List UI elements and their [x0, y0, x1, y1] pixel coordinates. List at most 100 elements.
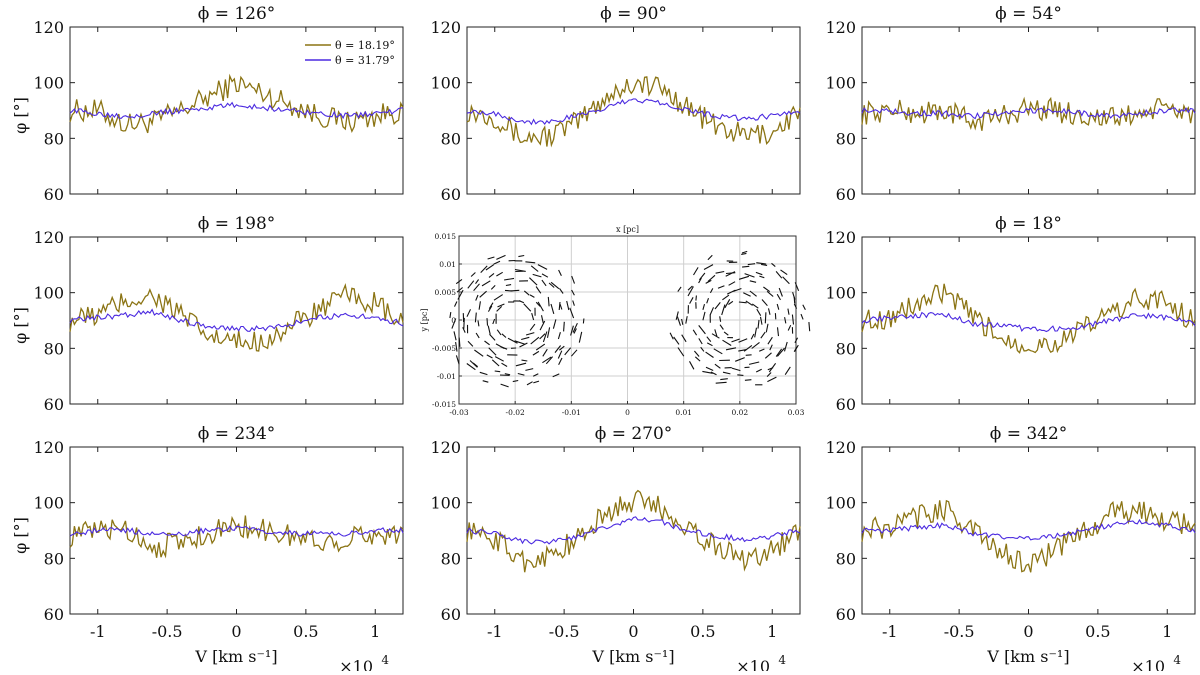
y-tick-label: 120 [430, 438, 461, 457]
series-line-theta-18-19 [862, 284, 1195, 353]
quiver-arrow [781, 270, 788, 275]
quiver-arrow [497, 306, 502, 311]
quiver-arrow [491, 285, 495, 289]
quiver-arrow [785, 367, 790, 375]
y-tick-label: 120 [430, 18, 461, 37]
series-line-theta-31-79 [467, 517, 800, 544]
series-line-theta-18-19 [70, 516, 403, 558]
quiver-arrow [690, 297, 694, 303]
quiver-arrow [559, 270, 562, 276]
quiver-arrow [761, 264, 767, 265]
quiver-arrow [571, 350, 577, 356]
x-axis-label: V [km s⁻¹] [986, 647, 1069, 666]
quiver-arrow [720, 379, 728, 380]
quiver-arrow [769, 308, 771, 314]
panel-title: ϕ = 198° [198, 214, 276, 234]
quiver-arrow [489, 273, 494, 277]
quiver-arrow [766, 324, 768, 333]
quiver-arrow [703, 312, 705, 320]
quiver-arrow [707, 343, 712, 346]
series-line-theta-31-79 [70, 310, 403, 332]
quiver-arrow [583, 319, 584, 324]
quiver-arrow [564, 322, 565, 332]
quiver-arrow [670, 333, 673, 340]
quiver-arrow [686, 316, 687, 323]
quiver-arrow [716, 382, 727, 383]
quiver-arrow [714, 349, 723, 354]
series-line-theta-18-19 [862, 99, 1195, 131]
y-tick-label: 100 [430, 74, 461, 93]
quiver-arrow [745, 380, 752, 381]
quiver-arrow [560, 288, 564, 293]
quiver-arrow [579, 332, 581, 343]
quiver-arrow [533, 274, 542, 277]
quiver-arrow [699, 325, 706, 334]
inset-y-tick-label: 0.005 [435, 288, 457, 297]
quiver-arrow [488, 326, 490, 335]
x-tick-label: 1 [767, 622, 777, 641]
y-tick-label: 80 [441, 549, 461, 568]
quiver-arrow [715, 302, 720, 309]
y-tick-label: 120 [825, 228, 856, 247]
quiver-arrow [694, 351, 699, 357]
series-line-theta-31-79 [862, 520, 1195, 540]
quiver-arrow [474, 284, 480, 291]
x-tick-label: -0.5 [944, 622, 975, 641]
y-tick-label: 80 [441, 129, 461, 148]
quiver-arrow [548, 297, 549, 306]
y-tick-label: 60 [441, 605, 461, 624]
quiver-arrow [762, 300, 767, 306]
quiver-arrow [763, 287, 769, 292]
y-tick-label: 120 [825, 438, 856, 457]
quiver-arrow [522, 360, 528, 361]
series-line-theta-31-79 [70, 103, 403, 119]
inset-y-tick-label: 0.01 [439, 260, 456, 269]
quiver-arrow [722, 295, 729, 300]
y-tick-label: 120 [33, 228, 64, 247]
quiver-arrow [788, 309, 789, 315]
quiver-arrow [699, 338, 702, 344]
quiver-arrow [777, 304, 779, 310]
quiver-arrow [696, 296, 697, 301]
panel-title: ϕ = 90° [600, 4, 667, 24]
quiver-arrow [759, 276, 764, 278]
y-tick-label: 100 [33, 74, 64, 93]
quiver-arrow [455, 302, 457, 307]
quiver-arrow [533, 351, 539, 355]
quiver-arrow [524, 304, 531, 312]
quiver-arrow [476, 333, 479, 338]
quiver-arrow [516, 363, 526, 366]
quiver-arrow [504, 278, 514, 280]
quiver-arrow [759, 349, 764, 351]
quiver-arrow [467, 309, 471, 316]
quiver-arrow [518, 256, 524, 257]
quiver-arrow [776, 271, 782, 278]
quiver-arrow [476, 295, 478, 301]
x-tick-label: 0 [231, 622, 241, 641]
quiver-arrow [750, 281, 756, 283]
y-tick-label: 120 [825, 18, 856, 37]
quiver-arrow [468, 281, 474, 289]
quiver-arrow [757, 309, 761, 316]
quiver-arrow [726, 273, 735, 274]
quiver-arrow [494, 295, 503, 301]
panel-frame [467, 447, 800, 614]
quiver-arrow [767, 377, 776, 382]
series-line-theta-31-79 [862, 313, 1195, 332]
quiver-arrow [511, 290, 520, 291]
y-tick-label: 80 [44, 339, 64, 358]
quiver-arrow [783, 277, 790, 284]
panel-frame [70, 237, 403, 404]
quiver-arrow [480, 372, 488, 374]
quiver-arrow [529, 278, 537, 285]
quiver-arrow [538, 265, 547, 270]
quiver-arrow [723, 340, 732, 345]
x-multiplier: ×10 [1131, 657, 1165, 671]
series-line-theta-18-19 [467, 77, 800, 147]
legend-label: θ = 18.19° [335, 39, 395, 52]
quiver-arrow [694, 267, 699, 275]
quiver-arrow [497, 330, 501, 335]
panel-frame [467, 27, 800, 194]
